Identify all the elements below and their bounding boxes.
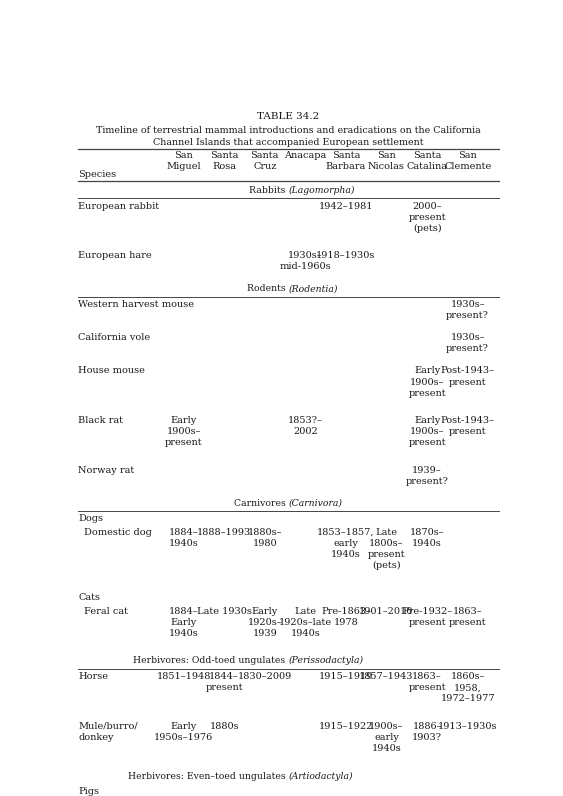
Text: European rabbit: European rabbit <box>78 201 159 211</box>
Text: 1884–
Early
1940s: 1884– Early 1940s <box>169 607 199 638</box>
Text: 1830–2009: 1830–2009 <box>238 673 292 681</box>
Text: Late
1920s–late
1940s: Late 1920s–late 1940s <box>279 607 332 638</box>
Text: Rabbits: Rabbits <box>249 185 289 194</box>
Text: 1913–1930s: 1913–1930s <box>438 722 497 731</box>
Text: 1844–
present: 1844– present <box>205 673 243 693</box>
Text: Santa
Barbara: Santa Barbara <box>326 150 366 171</box>
Text: Horse: Horse <box>78 673 108 681</box>
Text: (Rodentia): (Rodentia) <box>289 284 338 293</box>
Text: (Lagomorpha): (Lagomorpha) <box>289 185 355 195</box>
Text: 1863–
present: 1863– present <box>408 673 446 693</box>
Text: TABLE 34.2: TABLE 34.2 <box>257 112 320 121</box>
Text: (Carnivora): (Carnivora) <box>289 499 342 508</box>
Text: 1930s–
present?: 1930s– present? <box>446 300 489 320</box>
Text: Herbivores: Even–toed ungulates: Herbivores: Even–toed ungulates <box>128 771 289 781</box>
Text: Pre-1863–
1978: Pre-1863– 1978 <box>321 607 371 626</box>
Text: Herbivores: Odd-toed ungulates: Herbivores: Odd-toed ungulates <box>133 657 289 665</box>
Text: 1918–1930s: 1918–1930s <box>316 252 376 260</box>
Text: 1870s–
1940s: 1870s– 1940s <box>410 528 444 548</box>
Text: 2000–
present
(pets): 2000– present (pets) <box>408 201 446 233</box>
Text: Early
1920s–
1939: Early 1920s– 1939 <box>248 607 282 638</box>
Text: Santa
Cruz: Santa Cruz <box>251 150 279 171</box>
Text: 1853?–
2002: 1853?– 2002 <box>288 416 323 436</box>
Text: 1939–
present?: 1939– present? <box>405 466 449 486</box>
Text: (Perissodactyla): (Perissodactyla) <box>289 657 364 665</box>
Text: Dogs: Dogs <box>78 514 103 523</box>
Text: Rodents: Rodents <box>247 284 289 293</box>
Text: San
Clemente: San Clemente <box>444 150 491 171</box>
Text: Santa
Catalina: Santa Catalina <box>406 150 448 171</box>
Text: 1915–1919: 1915–1919 <box>319 673 373 681</box>
Text: Pre-1932–
present: Pre-1932– present <box>402 607 452 626</box>
Text: Post-1943–
present: Post-1943– present <box>441 366 495 387</box>
Text: 1915–1922: 1915–1922 <box>319 722 373 731</box>
Text: 1880s: 1880s <box>209 722 239 731</box>
Text: 1942–1981: 1942–1981 <box>319 201 373 211</box>
Text: Post-1943–
present: Post-1943– present <box>441 416 495 436</box>
Text: 1880s–
1980: 1880s– 1980 <box>248 528 282 548</box>
Text: 1853–1857,
early
1940s: 1853–1857, early 1940s <box>317 528 374 559</box>
Text: Norway rat: Norway rat <box>78 466 135 474</box>
Text: 1888–1993: 1888–1993 <box>197 528 251 537</box>
Text: 1860s–
1958,
1972–1977: 1860s– 1958, 1972–1977 <box>440 673 495 704</box>
Text: 1930s–
present?: 1930s– present? <box>446 334 489 353</box>
Text: Cats: Cats <box>78 593 100 603</box>
Text: Early
1950s–1976: Early 1950s–1976 <box>154 722 213 742</box>
Text: Species: Species <box>78 170 117 179</box>
Text: Domestic dog: Domestic dog <box>84 528 152 537</box>
Text: 1851–1948: 1851–1948 <box>157 673 211 681</box>
Text: 1863–
present: 1863– present <box>449 607 486 626</box>
Text: Early
1900s–
present: Early 1900s– present <box>408 366 446 398</box>
Text: 1884–
1940s: 1884– 1940s <box>169 528 199 548</box>
Text: (Artiodactyla): (Artiodactyla) <box>289 771 353 781</box>
Text: Late 1930s: Late 1930s <box>196 607 252 615</box>
Text: California vole: California vole <box>78 334 150 342</box>
Text: Late
1800s–
present
(pets): Late 1800s– present (pets) <box>368 528 405 570</box>
Text: Anacapa: Anacapa <box>284 150 327 160</box>
Text: Pigs: Pigs <box>78 787 99 796</box>
Text: 1901–2010: 1901–2010 <box>359 607 414 615</box>
Text: Black rat: Black rat <box>78 416 123 425</box>
Text: Early
1900s–
present: Early 1900s– present <box>165 416 203 447</box>
Text: Early
1900s–
present: Early 1900s– present <box>408 416 446 447</box>
Text: 1886–
1903?: 1886– 1903? <box>412 722 442 742</box>
Text: 1900s–
early
1940s: 1900s– early 1940s <box>369 722 404 753</box>
Text: European hare: European hare <box>78 252 152 260</box>
Text: San
Nicolas: San Nicolas <box>368 150 405 171</box>
Text: Feral cat: Feral cat <box>84 607 128 615</box>
Text: 1930s–
mid-1960s: 1930s– mid-1960s <box>279 252 331 271</box>
Text: Mule/burro/
donkey: Mule/burro/ donkey <box>78 722 138 742</box>
Text: Santa
Rosa: Santa Rosa <box>210 150 238 171</box>
Text: Western harvest mouse: Western harvest mouse <box>78 300 194 309</box>
Text: Carnivores: Carnivores <box>234 499 289 508</box>
Text: Timeline of terrestrial mammal introductions and eradications on the California
: Timeline of terrestrial mammal introduct… <box>96 127 481 147</box>
Text: 1857–1943: 1857–1943 <box>359 673 414 681</box>
Text: House mouse: House mouse <box>78 366 145 376</box>
Text: San
Miguel: San Miguel <box>166 150 201 171</box>
